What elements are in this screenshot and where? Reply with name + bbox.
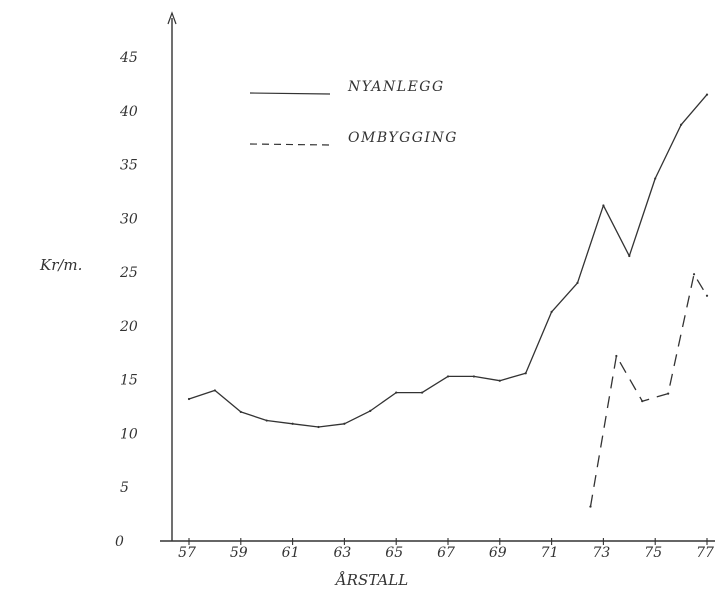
data-point-nyanlegg xyxy=(498,379,501,382)
data-point-ombygging xyxy=(589,505,592,508)
data-point-nyanlegg xyxy=(654,177,657,180)
x-tick-label-71: 71 xyxy=(541,545,559,561)
data-point-nyanlegg xyxy=(291,422,294,425)
y-tick-label-15: 15 xyxy=(120,373,138,389)
y-tick-label-0: 0 xyxy=(115,534,124,550)
data-point-nyanlegg xyxy=(343,422,346,425)
data-point-ombygging xyxy=(615,354,618,358)
data-point-nyanlegg xyxy=(628,254,631,258)
legend-label-ombygging: OMBYGGING xyxy=(348,130,458,146)
data-point-nyanlegg xyxy=(187,397,191,401)
x-tick-label-63: 63 xyxy=(333,545,351,561)
data-point-nyanlegg xyxy=(395,391,398,394)
data-point-nyanlegg xyxy=(472,375,475,378)
data-point-ombygging xyxy=(705,294,709,297)
y-tick-label-10: 10 xyxy=(120,426,138,442)
y-tick-label-30: 30 xyxy=(120,211,138,227)
y-tick-label-45: 45 xyxy=(119,50,138,66)
data-point-nyanlegg xyxy=(680,123,683,126)
x-tick-label-57: 57 xyxy=(178,545,196,561)
legend-label-nyanlegg: NYANLEGG xyxy=(347,79,445,95)
data-point-nyanlegg xyxy=(524,372,527,375)
series-layer xyxy=(187,93,709,508)
y-axis-ticks: 0 5 10 15 20 25 30 35 40 45 xyxy=(115,50,138,550)
y-axis-label: Kr/m. xyxy=(39,256,82,274)
data-point-nyanlegg xyxy=(317,425,320,429)
data-point-nyanlegg xyxy=(705,93,709,96)
x-tick-label-75: 75 xyxy=(644,545,662,561)
x-tick-label-73: 73 xyxy=(592,545,610,561)
y-tick-label-35: 35 xyxy=(120,158,138,174)
data-point-nyanlegg xyxy=(239,410,242,414)
legend: NYANLEGG OMBYGGING xyxy=(249,79,458,146)
x-tick-label-67: 67 xyxy=(437,545,455,561)
x-tick-label-69: 69 xyxy=(489,545,507,561)
axes xyxy=(160,11,715,542)
data-point-ombygging xyxy=(692,273,696,276)
data-point-nyanlegg xyxy=(550,310,553,314)
y-tick-label-20: 20 xyxy=(119,319,138,335)
y-tick-label-25: 25 xyxy=(119,265,138,281)
x-axis-label: ÅRSTALL xyxy=(334,571,408,589)
y-axis-arrow-icon xyxy=(167,11,177,25)
x-tick-label-59: 59 xyxy=(230,545,248,561)
data-point-nyanlegg xyxy=(446,375,450,378)
y-tick-label-5: 5 xyxy=(120,480,129,496)
data-point-ombygging xyxy=(641,400,644,403)
y-tick-label-40: 40 xyxy=(119,104,138,120)
legend-swatch-nyanlegg xyxy=(249,92,331,95)
x-tick-label-77: 77 xyxy=(696,545,714,561)
data-point-nyanlegg xyxy=(213,389,216,392)
data-point-nyanlegg xyxy=(265,419,268,422)
x-tick-label-61: 61 xyxy=(282,545,300,561)
legend-swatch-ombygging xyxy=(249,143,331,146)
data-point-nyanlegg xyxy=(421,391,424,394)
data-point-nyanlegg xyxy=(576,281,579,284)
x-tick-label-65: 65 xyxy=(385,545,403,561)
x-axis-ticks: 57 59 61 63 65 67 69 71 73 75 77 xyxy=(178,538,714,561)
data-point-nyanlegg xyxy=(602,204,605,207)
series-line-ombygging xyxy=(589,273,708,507)
data-point-ombygging xyxy=(667,392,670,395)
data-point-nyanlegg xyxy=(369,409,372,412)
